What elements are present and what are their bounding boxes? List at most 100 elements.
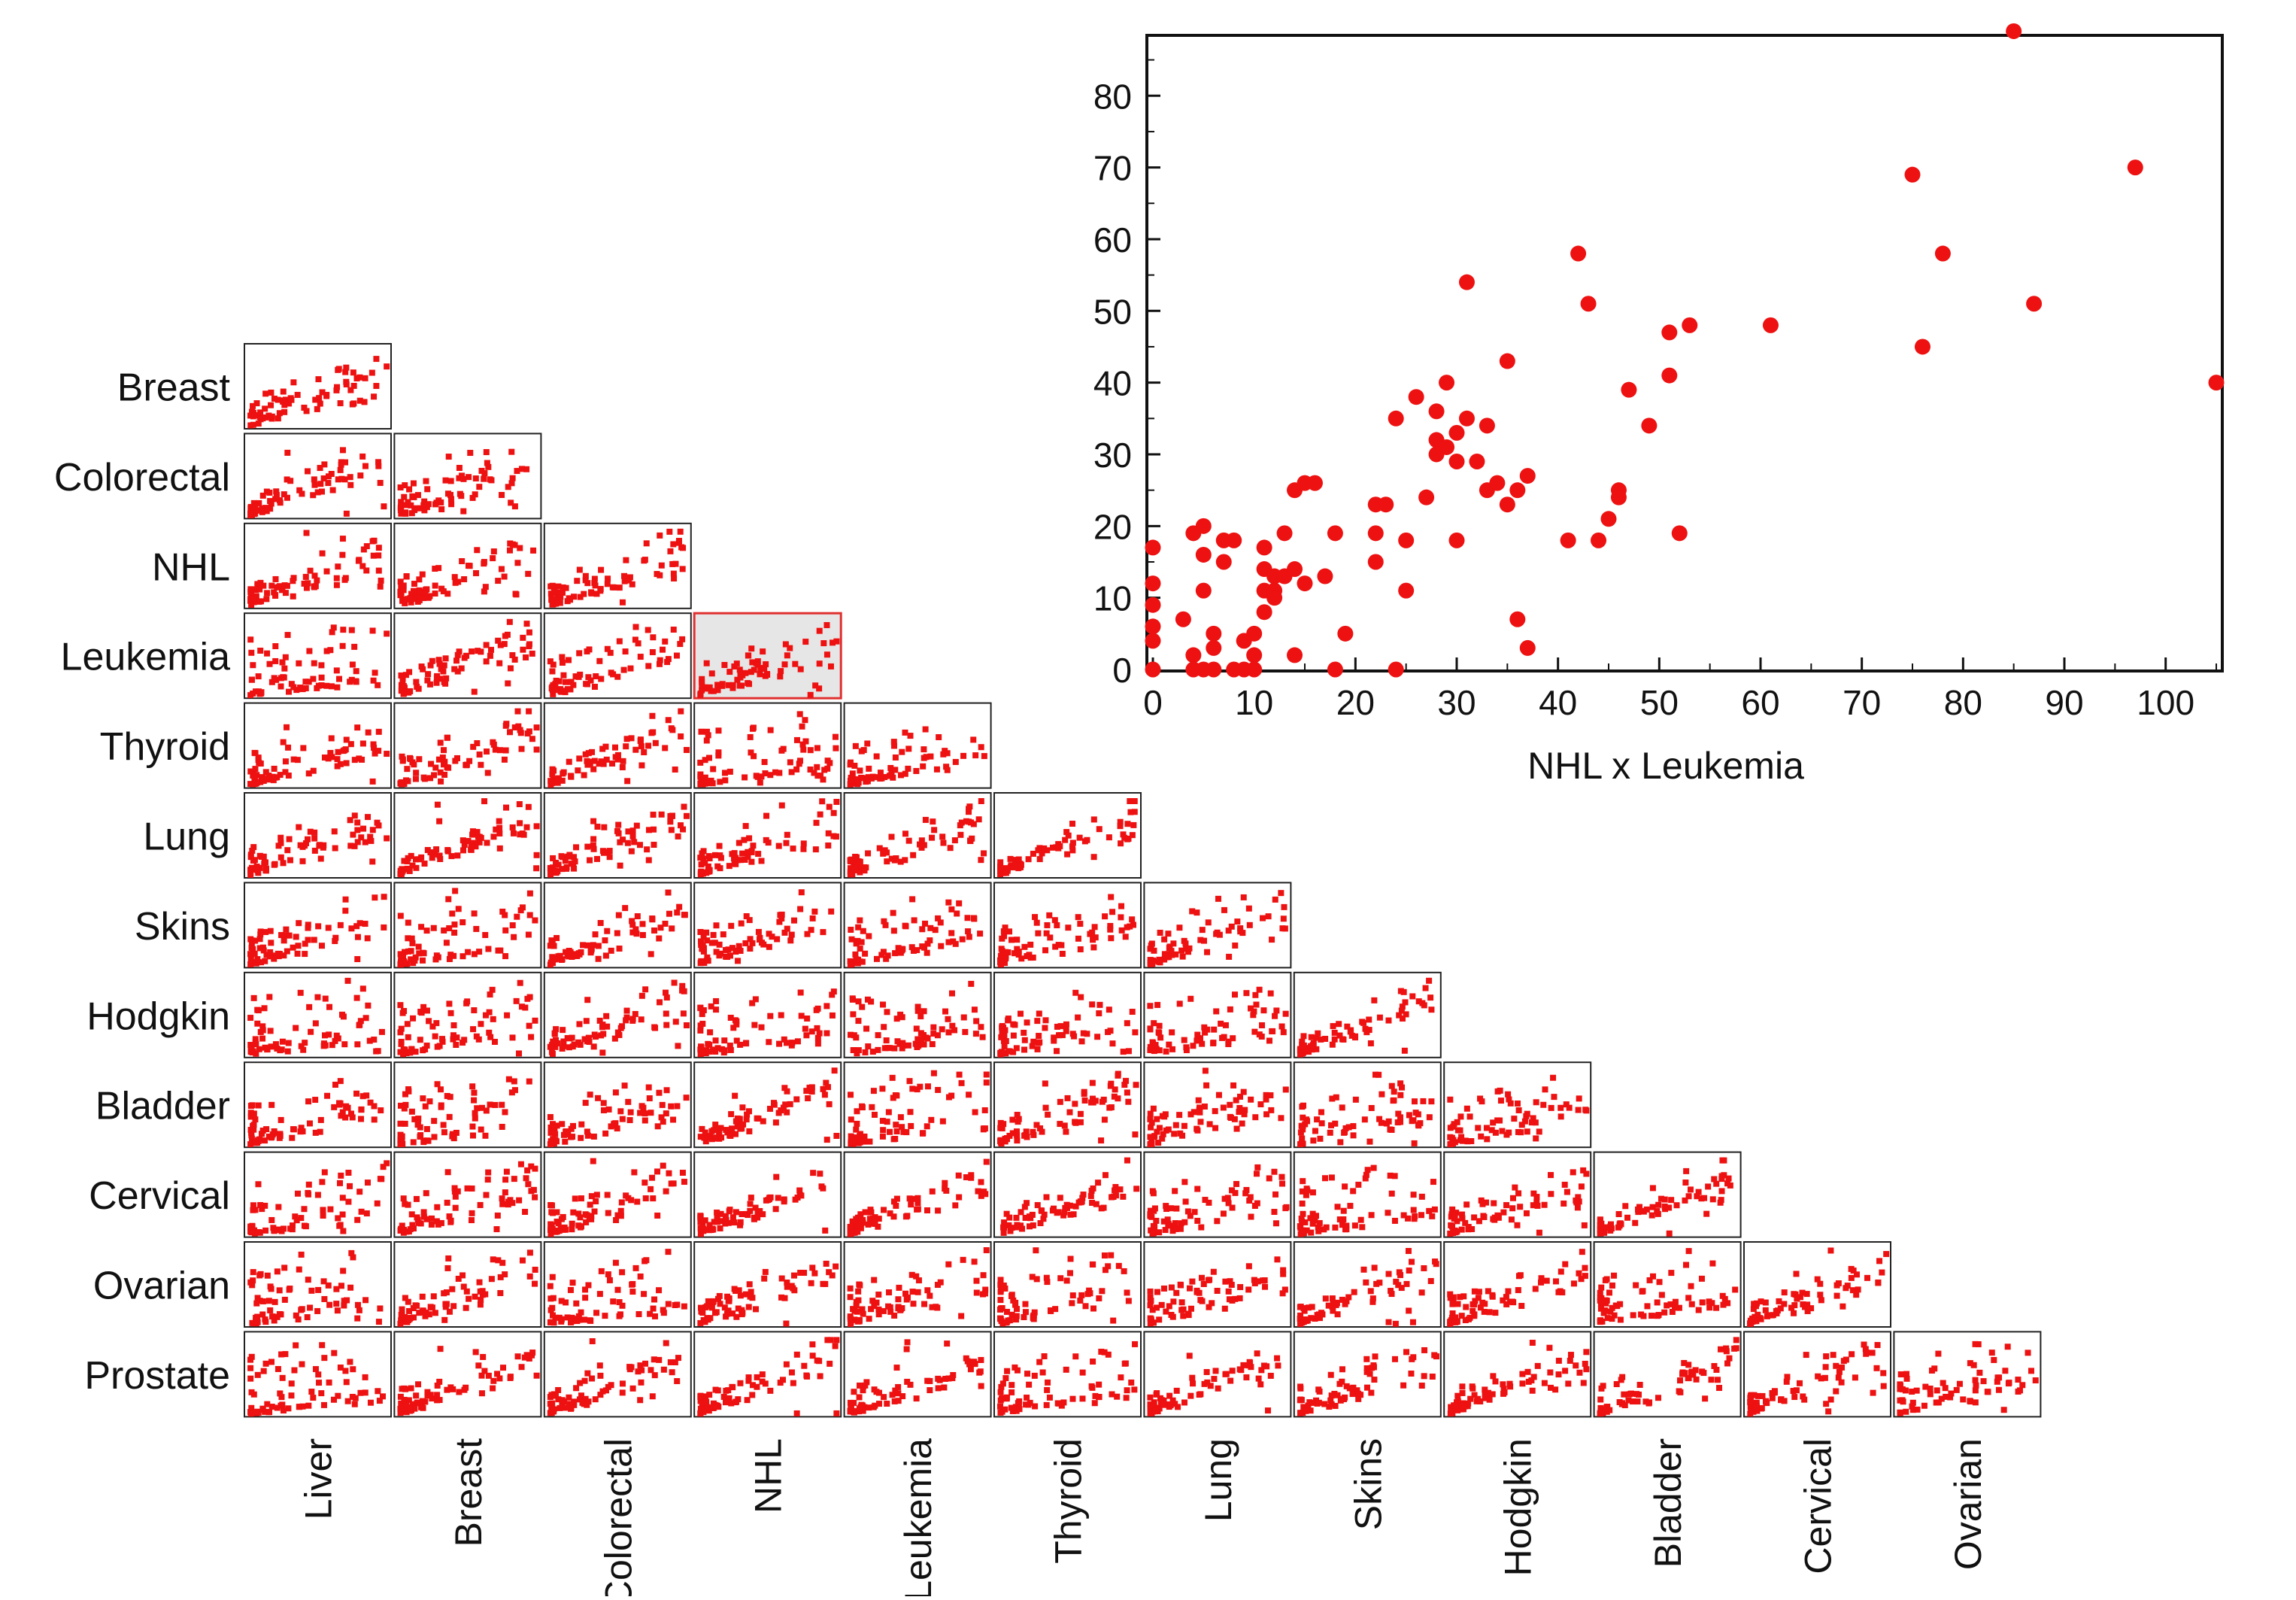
matrix-point bbox=[1479, 1299, 1486, 1306]
matrix-point bbox=[1579, 1249, 1585, 1255]
matrix-point bbox=[629, 1289, 636, 1295]
matrix-point bbox=[1036, 1033, 1042, 1040]
matrix-point bbox=[1108, 935, 1115, 942]
matrix-point bbox=[1883, 1251, 1890, 1258]
matrix-point bbox=[420, 595, 426, 602]
matrix-point bbox=[1649, 1185, 1656, 1192]
matrix-point bbox=[1148, 1124, 1154, 1131]
matrix-point bbox=[1182, 1198, 1189, 1205]
matrix-point bbox=[717, 852, 723, 859]
matrix-point bbox=[447, 496, 454, 502]
matrix-point bbox=[280, 739, 287, 745]
matrix-point bbox=[864, 996, 871, 1003]
matrix-point bbox=[256, 414, 263, 420]
matrix-point bbox=[862, 950, 869, 957]
matrix-point bbox=[1076, 834, 1083, 841]
matrix-point bbox=[1601, 1229, 1608, 1236]
matrix-point bbox=[405, 919, 411, 926]
matrix-point bbox=[419, 571, 426, 578]
matrix-point bbox=[362, 1015, 369, 1022]
matrix-point bbox=[547, 870, 554, 876]
matrix-point bbox=[871, 1303, 878, 1310]
matrix-point bbox=[1415, 998, 1422, 1005]
matrix-point bbox=[341, 1302, 347, 1309]
matrix-point bbox=[1259, 1022, 1266, 1028]
matrix-point bbox=[1227, 1006, 1233, 1013]
matrix-point bbox=[729, 685, 736, 691]
matrix-point bbox=[1327, 1129, 1333, 1136]
matrix-point bbox=[266, 660, 273, 667]
matrix-point bbox=[547, 959, 554, 966]
matrix-point bbox=[924, 949, 930, 956]
matrix-point bbox=[604, 645, 611, 652]
matrix-point bbox=[796, 711, 803, 718]
matrix-point bbox=[441, 747, 447, 754]
matrix-point bbox=[748, 1195, 754, 1201]
matrix-point bbox=[1014, 1137, 1021, 1144]
matrix-point bbox=[354, 1301, 361, 1308]
matrix-point bbox=[1233, 1125, 1240, 1132]
matrix-point bbox=[824, 765, 831, 772]
matrix-point bbox=[766, 1106, 773, 1113]
matrix-point bbox=[1649, 1204, 1656, 1210]
matrix-point bbox=[921, 754, 927, 761]
matrix-point bbox=[924, 1083, 931, 1090]
matrix-point bbox=[447, 952, 454, 958]
matrix-point bbox=[746, 1281, 753, 1288]
matrix-point bbox=[466, 1295, 472, 1302]
matrix-point bbox=[397, 1120, 404, 1127]
matrix-point bbox=[461, 842, 468, 849]
matrix-point bbox=[651, 1296, 658, 1303]
matrix-point bbox=[575, 1039, 582, 1046]
matrix-point bbox=[302, 679, 309, 685]
matrix-point bbox=[375, 682, 381, 688]
matrix-point bbox=[268, 402, 274, 408]
matrix-point bbox=[266, 994, 273, 1000]
matrix-point bbox=[997, 866, 1004, 873]
matrix-point bbox=[881, 847, 888, 854]
matrix-point bbox=[864, 778, 871, 785]
matrix-point bbox=[592, 582, 599, 589]
matrix-point bbox=[820, 929, 826, 936]
matrix-point bbox=[455, 906, 462, 912]
matrix-point bbox=[816, 660, 823, 667]
matrix-point bbox=[921, 1008, 927, 1015]
matrix-point bbox=[1248, 1005, 1254, 1012]
matrix-point bbox=[648, 951, 654, 958]
matrix-point bbox=[792, 660, 799, 667]
matrix-point bbox=[426, 1098, 433, 1105]
matrix-point bbox=[742, 774, 748, 781]
matrix-point bbox=[1375, 1071, 1382, 1078]
matrix-point bbox=[402, 1405, 408, 1412]
matrix-point bbox=[414, 1214, 420, 1221]
matrix-point bbox=[712, 1134, 719, 1141]
matrix-point bbox=[1687, 1186, 1694, 1193]
matrix-point bbox=[511, 1078, 517, 1085]
matrix-point bbox=[1182, 940, 1189, 947]
matrix-point bbox=[399, 675, 406, 682]
matrix-point bbox=[1433, 1261, 1439, 1268]
matrix-point bbox=[267, 953, 274, 960]
matrix-point bbox=[356, 397, 363, 404]
matrix-point bbox=[731, 855, 738, 862]
matrix-point bbox=[620, 666, 627, 673]
matrix-point bbox=[619, 1302, 626, 1309]
matrix-point bbox=[638, 1379, 645, 1386]
matrix-point bbox=[888, 855, 895, 862]
matrix-point bbox=[934, 1032, 941, 1039]
matrix-point bbox=[409, 1222, 416, 1228]
matrix-point bbox=[552, 867, 559, 874]
matrix-point bbox=[1035, 1040, 1042, 1046]
matrix-point bbox=[809, 915, 816, 921]
matrix-point bbox=[787, 759, 793, 766]
matrix-point bbox=[507, 665, 514, 672]
matrix-point bbox=[405, 1298, 411, 1305]
matrix-point bbox=[778, 802, 785, 809]
matrix-point bbox=[323, 682, 330, 689]
matrix-point bbox=[511, 1087, 518, 1094]
matrix-point bbox=[1202, 1197, 1209, 1204]
matrix-point bbox=[712, 1037, 719, 1044]
matrix-point bbox=[423, 928, 430, 934]
matrix-point bbox=[945, 899, 952, 906]
matrix-point bbox=[339, 536, 346, 542]
